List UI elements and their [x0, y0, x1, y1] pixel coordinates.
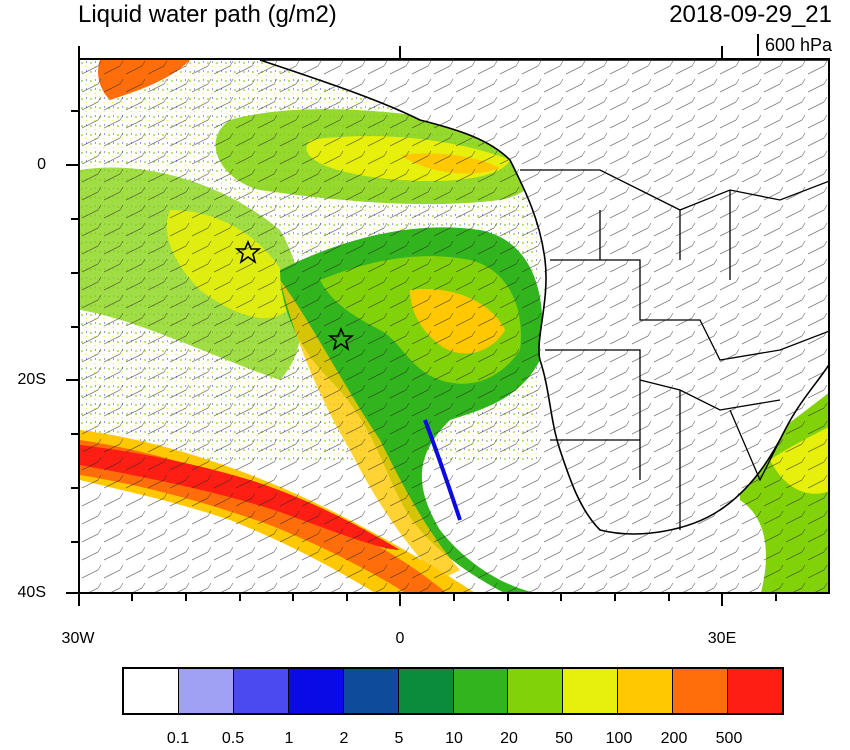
y-minor-tick: [71, 272, 78, 274]
y-minor-tick: [71, 487, 78, 489]
x-minor-tick: [292, 594, 294, 601]
colorbar-label: 20: [500, 730, 518, 747]
colorbar-label: 500: [715, 730, 743, 747]
x-minor-tick: [560, 594, 562, 601]
colorbar-box: [673, 669, 729, 713]
wind-barbs: [80, 60, 828, 592]
x-minor-tick: [668, 594, 670, 601]
colorbar-label: 1: [284, 730, 294, 747]
x-major-tick: [78, 594, 80, 606]
colorbar: [122, 667, 784, 715]
top-major-tick: [721, 46, 723, 58]
colorbar-box: [453, 669, 509, 713]
x-minor-tick: [507, 594, 509, 601]
colorbar-box: [618, 669, 674, 713]
colorbar-label: 0.1: [166, 730, 190, 747]
colorbar-label: 0.5: [221, 730, 245, 747]
y-major-tick: [66, 592, 78, 594]
colorbar-box: [124, 669, 179, 713]
y-minor-tick: [71, 218, 78, 220]
top-major-tick: [399, 46, 401, 58]
colorbar-box: [178, 669, 234, 713]
pressure-level-label: 600 hPa: [756, 34, 832, 56]
colorbar-label: 200: [660, 730, 688, 747]
colorbar-box: [563, 669, 619, 713]
colorbar-box: [398, 669, 454, 713]
datetime-label: 2018-09-29_21: [669, 1, 832, 28]
lon-label-0: 0: [395, 630, 405, 647]
y-major-tick: [66, 379, 78, 381]
lat-label-40s: 40S: [17, 584, 46, 601]
x-major-tick: [399, 594, 401, 606]
colorbar-box: [728, 669, 783, 713]
y-minor-tick: [71, 110, 78, 112]
star-marker-1: [234, 239, 262, 264]
star-marker-2: [327, 326, 355, 351]
x-minor-tick: [346, 594, 348, 601]
y-minor-tick: [71, 433, 78, 435]
colorbar-label: 5: [394, 730, 404, 747]
plot-title: Liquid water path (g/m2): [78, 1, 337, 28]
x-minor-tick: [185, 594, 187, 601]
lat-label-20s: 20S: [17, 371, 46, 388]
x-minor-tick: [614, 594, 616, 601]
lon-label-30e: 30E: [707, 630, 737, 647]
x-minor-tick: [239, 594, 241, 601]
colorbar-label: 10: [445, 730, 463, 747]
map-panel: [78, 58, 830, 594]
colorbar-label: 100: [605, 730, 633, 747]
lat-label-0: 0: [37, 156, 46, 173]
x-minor-tick: [775, 594, 777, 601]
y-major-tick: [66, 164, 78, 166]
x-minor-tick: [453, 594, 455, 601]
colorbar-box: [508, 669, 564, 713]
y-minor-tick: [71, 326, 78, 328]
lon-label-30w: 30W: [61, 630, 95, 647]
colorbar-box: [233, 669, 289, 713]
x-major-tick: [721, 594, 723, 606]
colorbar-label: 50: [555, 730, 573, 747]
colorbar-label: 2: [339, 730, 349, 747]
y-minor-tick: [71, 541, 78, 543]
colorbar-box: [288, 669, 344, 713]
x-minor-tick: [131, 594, 133, 601]
top-major-tick: [78, 46, 80, 58]
colorbar-box: [343, 669, 399, 713]
